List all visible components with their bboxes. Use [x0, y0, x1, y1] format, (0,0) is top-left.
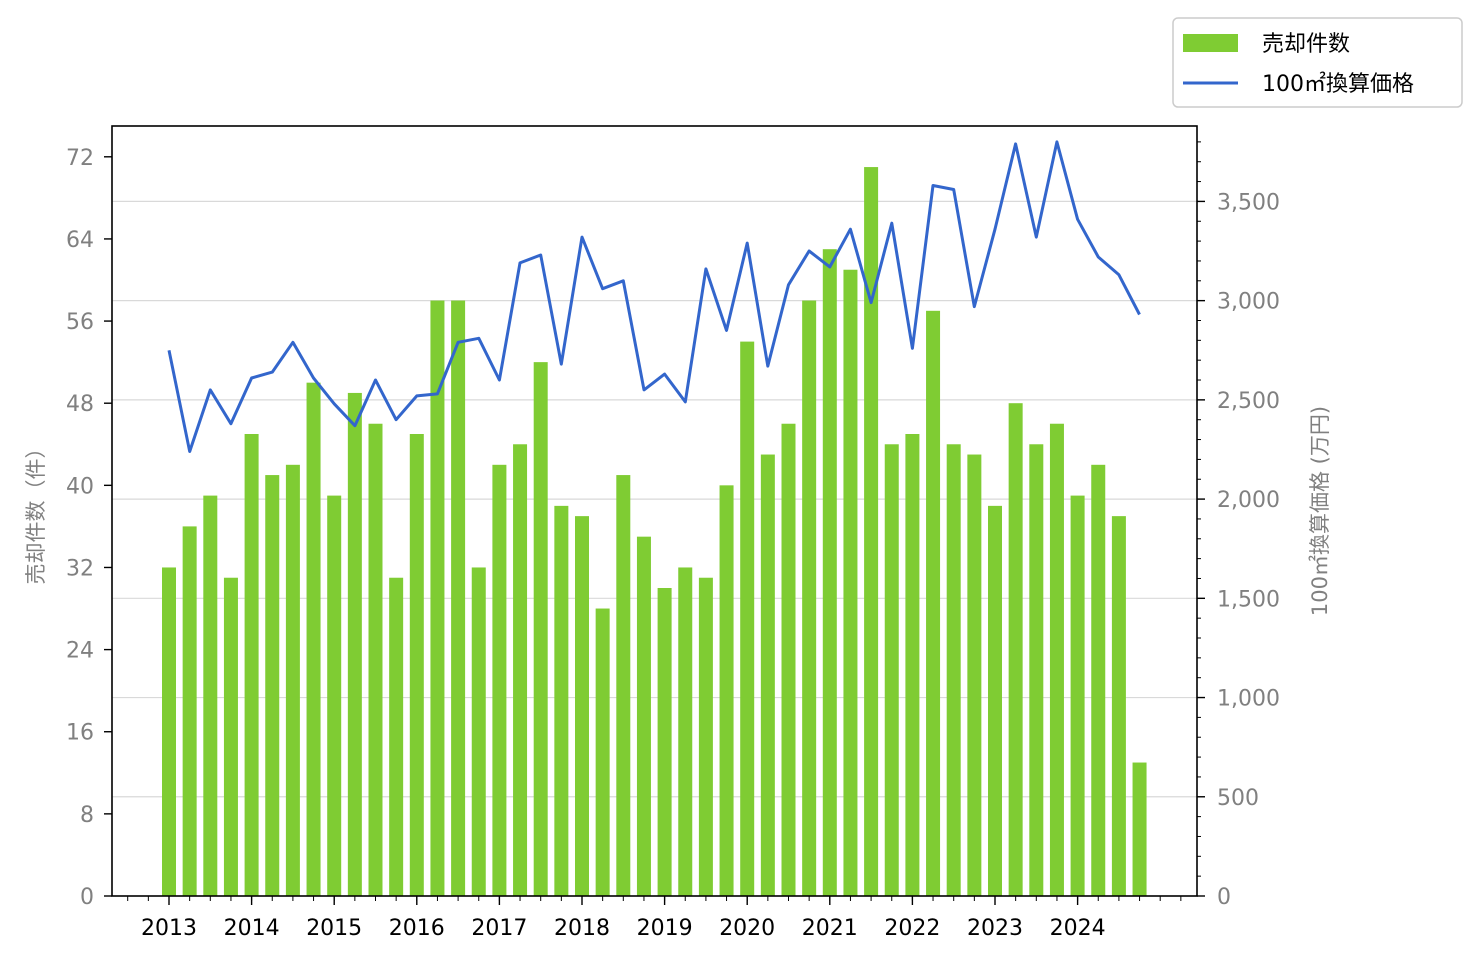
left-tick-label: 40: [66, 474, 94, 499]
legend-bar-swatch: [1183, 34, 1238, 52]
x-tick-label: 2017: [471, 916, 527, 941]
legend-line-label: 100㎡換算価格: [1262, 71, 1414, 97]
bar: [162, 567, 176, 896]
bar: [884, 444, 899, 896]
x-tick-label: 2013: [141, 916, 197, 941]
bar: [389, 577, 404, 896]
bar: [306, 382, 321, 897]
x-tick-label: 2022: [884, 916, 940, 941]
bar: [182, 526, 197, 896]
left-tick-label: 8: [80, 803, 94, 828]
x-tick-label: 2014: [224, 916, 280, 941]
bar: [843, 269, 858, 896]
bar: [285, 464, 300, 896]
right-tick-label: 1,000: [1217, 687, 1280, 712]
bar-series: [162, 167, 1147, 897]
bar: [203, 495, 218, 896]
bar: [616, 475, 631, 896]
legend: 売却件数 100㎡換算価格: [1172, 17, 1463, 108]
bar: [822, 249, 837, 896]
bar: [988, 505, 1002, 896]
bar: [575, 516, 589, 896]
right-tick-label: 3,500: [1217, 190, 1280, 215]
left-tick-label: 64: [66, 228, 94, 253]
x-tick-label: 2019: [637, 916, 693, 941]
x-axis: 2013 2014 2015 2016 2017 2018 2019 2020 2021 2022…: [127, 896, 1182, 941]
plot-frame: [111, 125, 1198, 897]
left-tick-label: 16: [66, 721, 94, 746]
bar: [451, 300, 466, 896]
bar: [698, 577, 713, 896]
bar: [1049, 423, 1064, 896]
bar: [1029, 444, 1044, 896]
right-tick-label: 1,500: [1217, 587, 1280, 612]
bar: [802, 300, 817, 896]
bar: [719, 485, 734, 896]
left-tick-label: 0: [80, 885, 94, 910]
legend-frame: [1172, 17, 1463, 108]
bar: [595, 608, 610, 896]
right-tick-label: 2,500: [1217, 389, 1280, 414]
bar: [533, 362, 548, 897]
bar: [740, 341, 755, 897]
bar: [223, 577, 238, 896]
bar: [636, 536, 651, 896]
left-tick-label: 56: [66, 310, 94, 335]
left-tick-label: 48: [66, 392, 94, 417]
bar: [471, 567, 486, 896]
bar: [781, 423, 796, 896]
bar: [554, 505, 569, 896]
x-tick-label: 2024: [1050, 916, 1106, 941]
bar: [430, 300, 445, 896]
right-axis: 0 500 1,000 1,500 2,000 2,500 3,000 3,500: [1197, 141, 1280, 910]
x-tick-label: 2016: [389, 916, 445, 941]
x-tick-label: 2023: [967, 916, 1023, 941]
price-line: [167, 140, 1141, 453]
bar: [946, 444, 961, 896]
bar: [678, 567, 693, 896]
left-tick-label: 72: [66, 146, 94, 171]
legend-bar-label: 売却件数: [1262, 32, 1350, 57]
bar: [926, 310, 941, 896]
right-tick-label: 0: [1217, 885, 1231, 910]
bar: [967, 454, 982, 896]
x-tick-label: 2015: [306, 916, 362, 941]
bar: [347, 392, 362, 896]
left-axis-label: 売却件数（件）: [24, 438, 48, 585]
right-tick-label: 2,000: [1217, 488, 1280, 513]
left-tick-label: 24: [66, 639, 94, 664]
bar: [513, 444, 528, 896]
bar: [327, 495, 342, 896]
bar: [1008, 403, 1023, 896]
x-tick-label: 2018: [554, 916, 610, 941]
x-tick-label: 2020: [719, 916, 775, 941]
right-axis-label: 100㎡換算価格 (万円): [1308, 406, 1332, 616]
bar: [244, 434, 259, 896]
right-tick-label: 500: [1217, 786, 1259, 811]
bar: [1111, 516, 1126, 896]
bar: [368, 423, 383, 896]
bar: [657, 588, 672, 896]
left-axis: 0 8 16 24 32 40 48 56 64 72: [66, 146, 112, 910]
bar: [864, 167, 879, 897]
right-tick-label: 3,000: [1217, 290, 1280, 315]
bar: [1091, 464, 1106, 896]
bar: [265, 475, 280, 896]
bar: [905, 434, 920, 896]
left-tick-label: 32: [66, 556, 94, 581]
bar: [1132, 762, 1147, 896]
x-tick-label: 2021: [802, 916, 858, 941]
bar: [409, 434, 424, 896]
bar: [1070, 495, 1085, 896]
bar: [760, 454, 775, 896]
bar: [492, 464, 507, 896]
